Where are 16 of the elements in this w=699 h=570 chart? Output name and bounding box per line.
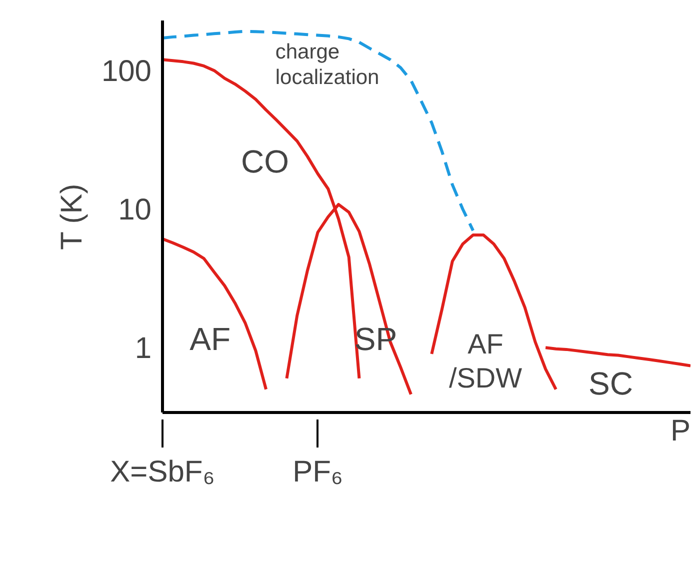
y-tick-label: 100 (101, 55, 152, 88)
x-axis-title: P (670, 414, 691, 448)
annotation: AF (190, 321, 231, 358)
line-series (162, 30, 475, 232)
x-tick-label: X=SbF₆ (110, 456, 215, 488)
line-series (544, 346, 690, 368)
annotation: CO (240, 144, 289, 180)
annotation: charge localization (275, 40, 380, 90)
line-series (162, 237, 268, 391)
x-tick-label: PF₆ (292, 456, 344, 488)
annotation: SC (588, 366, 634, 402)
annotation: AF /SDW (448, 328, 523, 394)
line-series (430, 234, 558, 391)
y-tick-label: 1 (134, 332, 152, 366)
y-axis-title: T (K) (55, 184, 88, 250)
y-tick-label: 10 (118, 194, 152, 227)
